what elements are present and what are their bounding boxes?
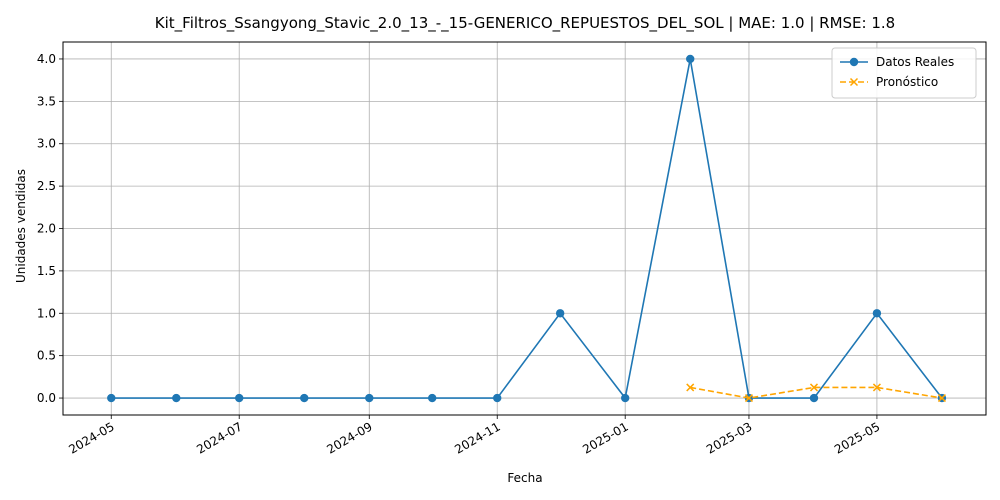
y-tick-label: 3.5 bbox=[37, 94, 56, 108]
data-point bbox=[107, 393, 116, 403]
data-point bbox=[300, 393, 309, 403]
y-tick-label: 2.0 bbox=[37, 222, 56, 236]
y-axis-ticks: 0.0 0.5 1.0 1.5 2.0 2.5 3.0 3.5 4.0 bbox=[37, 52, 63, 405]
data-point bbox=[172, 393, 181, 403]
data-point bbox=[809, 383, 819, 392]
chart-title: Kit_Filtros_Ssangyong_Stavic_2.0_13_-_15… bbox=[155, 14, 895, 33]
data-point bbox=[555, 309, 565, 318]
legend-label: Datos Reales bbox=[876, 55, 954, 69]
grid-lines bbox=[63, 42, 986, 415]
data-point bbox=[493, 393, 502, 403]
data-point bbox=[620, 393, 630, 403]
legend: Datos Reales Pronóstico bbox=[831, 47, 977, 99]
x-tick-label: 2025-01 bbox=[580, 419, 630, 456]
x-tick-label: 2024-05 bbox=[66, 419, 116, 456]
data-point bbox=[686, 54, 695, 64]
x-tick-label: 2024-09 bbox=[324, 419, 374, 456]
x-axis-label: Fecha bbox=[507, 471, 542, 485]
x-tick-label: 2025-03 bbox=[704, 419, 754, 456]
y-tick-label: 1.5 bbox=[37, 264, 56, 278]
legend-box bbox=[831, 47, 977, 99]
series-pronostico bbox=[686, 383, 946, 403]
legend-label: Pronóstico bbox=[876, 75, 938, 89]
data-point bbox=[428, 393, 437, 403]
x-tick-label: 2025-05 bbox=[832, 419, 882, 456]
data-point bbox=[686, 383, 695, 392]
x-tick-label: 2024-11 bbox=[452, 419, 502, 456]
y-tick-label: 3.0 bbox=[37, 137, 56, 151]
legend-handle bbox=[840, 77, 868, 87]
y-tick-label: 0.0 bbox=[37, 391, 56, 405]
series-layer bbox=[107, 54, 947, 403]
data-point bbox=[235, 393, 244, 403]
y-tick-label: 2.5 bbox=[37, 179, 56, 193]
data-point bbox=[872, 309, 882, 318]
data-point bbox=[937, 394, 946, 403]
series-line bbox=[690, 386, 943, 399]
data-point bbox=[744, 394, 753, 403]
data-point bbox=[365, 393, 374, 403]
y-tick-label: 4.0 bbox=[37, 52, 56, 66]
legend-handle bbox=[840, 57, 868, 67]
y-axis-label: Unidades vendidas bbox=[14, 169, 28, 283]
y-tick-label: 1.0 bbox=[37, 306, 56, 320]
x-axis-ticks: 2024-05 2024-07 2024-09 2024-11 2025-01 2025-… bbox=[66, 415, 882, 457]
x-tick-label: 2024-07 bbox=[194, 419, 244, 456]
data-point bbox=[809, 393, 819, 403]
series-line bbox=[111, 58, 943, 400]
data-point bbox=[872, 383, 881, 392]
y-tick-label: 0.5 bbox=[37, 349, 56, 363]
